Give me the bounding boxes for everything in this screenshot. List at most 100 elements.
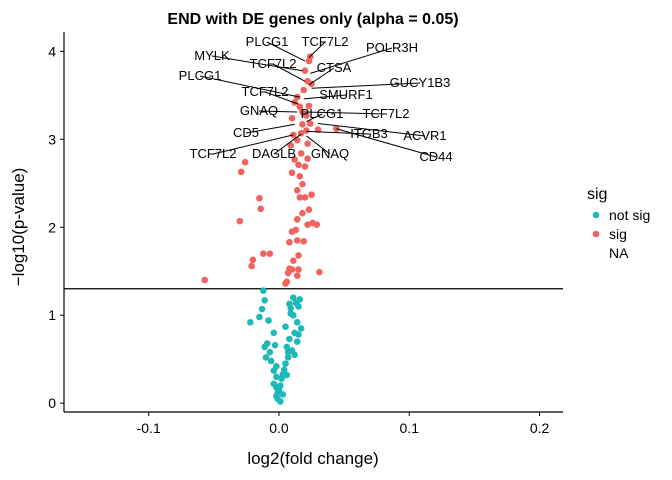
not-sig-point [267, 357, 275, 365]
gene-label: ITGB3 [350, 126, 388, 141]
sig-point [305, 206, 313, 213]
sig-point [293, 136, 301, 144]
sig-point [296, 172, 304, 180]
sig-point [293, 216, 301, 223]
sig-point [257, 205, 265, 213]
sig-point [249, 256, 257, 264]
sig-point [304, 140, 311, 148]
sig-point [314, 126, 322, 133]
sig-point [303, 112, 310, 119]
not-sig-point [295, 331, 302, 338]
gene-label: TCF7L2 [250, 56, 297, 71]
sig-point [306, 120, 314, 127]
not-sig-point [282, 323, 289, 330]
label-leader-line [310, 47, 393, 74]
not-sig-point [260, 287, 267, 294]
not-sig-point [283, 343, 291, 351]
sig-point [290, 257, 297, 265]
gene-label: PLCG1 [301, 106, 344, 121]
y-tick-label: 0 [48, 395, 56, 411]
not-sig-point [279, 391, 287, 398]
label-leader-line [303, 94, 347, 100]
not-sig-point [296, 296, 304, 303]
legend-label: sig [609, 226, 627, 242]
gene-label: TCF7L2 [302, 34, 349, 49]
label-leader-line [258, 110, 298, 113]
label-leader-line [245, 123, 295, 134]
not-sig-point [290, 294, 297, 301]
sig-point [303, 127, 310, 134]
label-leader-line [306, 135, 331, 155]
label-leader-line [311, 82, 421, 89]
label-leader-line [264, 91, 299, 105]
y-tick-label: 2 [48, 219, 56, 235]
label-leader-line [272, 63, 306, 82]
sig-point [304, 155, 311, 162]
sig-point [292, 226, 300, 234]
gene-label: PLCG1 [246, 34, 289, 49]
sig-point [291, 156, 298, 163]
not-sig-point [261, 343, 268, 351]
label-leader-line [308, 67, 335, 86]
sig-point [283, 278, 291, 286]
not-sig-point [265, 317, 272, 324]
not-sig-point [284, 354, 292, 361]
sig-point [260, 250, 267, 257]
not-sig-point [273, 373, 280, 381]
not-sig-point [286, 300, 293, 308]
axes: -0.1 0.0 0.1 0.2 0 1 2 3 4 [48, 32, 563, 436]
legend-title: sig [587, 186, 607, 203]
sig-point [295, 266, 302, 273]
gene-label: GNAQ [311, 146, 349, 161]
y-tick-label: 1 [48, 307, 56, 323]
sig-point [248, 262, 255, 270]
x-tick-label: 0.1 [400, 420, 420, 436]
y-axis-title: −log10(p-value) [9, 168, 28, 287]
gene-label: CD5 [233, 125, 259, 140]
y-tick-label: 3 [48, 131, 56, 147]
sig-point [296, 194, 304, 201]
not-sig-point [262, 354, 270, 361]
sig-point [287, 142, 294, 149]
sig-point [293, 237, 301, 244]
gene-label: PLCG1 [179, 68, 222, 83]
sig-point [299, 121, 306, 128]
not-sig-point [286, 335, 293, 343]
not-sig-point [295, 303, 302, 310]
gene-label: GNAQ [240, 103, 278, 118]
sig-point [288, 266, 296, 273]
not-sig-point [293, 318, 301, 326]
not-sig-point [270, 329, 278, 337]
not-sig-point [258, 305, 266, 313]
label-leader-line [318, 122, 426, 137]
not-sig-point [271, 341, 279, 349]
gene-label: DAGLB [252, 146, 296, 161]
gene-label: POLR3H [366, 40, 418, 55]
sig-point [301, 163, 309, 170]
x-tick-label: 0.0 [269, 420, 289, 436]
legend-swatch [592, 230, 600, 238]
sig-point [308, 191, 315, 199]
sig-point [288, 114, 296, 122]
sig-point [256, 194, 263, 202]
not-sig-point [270, 367, 278, 374]
sig-point [316, 268, 323, 276]
legend-swatch [592, 211, 600, 219]
gene-label: MYLK [194, 48, 230, 63]
label-leader-line [273, 133, 302, 155]
label-leader-line [306, 113, 323, 123]
not-sig-point [261, 296, 268, 304]
not-sig-point [266, 348, 274, 356]
sig-point [295, 252, 302, 259]
not-sig-point [291, 351, 298, 359]
gene-label: SMURF1 [319, 87, 372, 102]
sig-point [304, 221, 311, 228]
not-sig-point [247, 318, 254, 326]
not-sig-point [276, 398, 284, 405]
sig-point [300, 238, 308, 245]
sig-point [301, 67, 309, 75]
gene-label: GUCY1B3 [390, 75, 451, 90]
label-leader-line [336, 128, 437, 158]
